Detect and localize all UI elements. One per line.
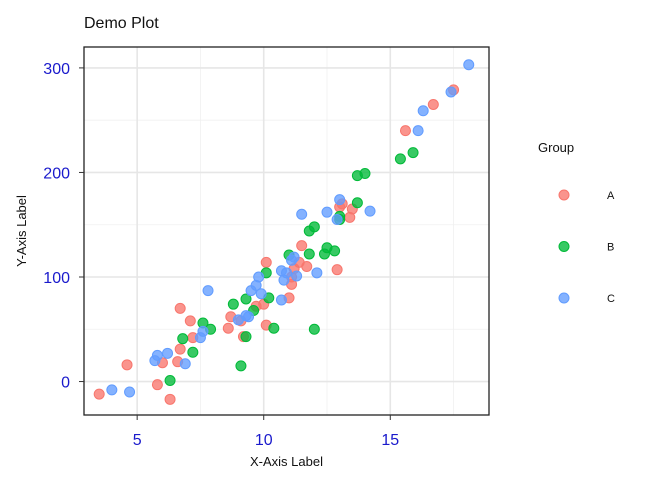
data-point-b <box>308 221 320 233</box>
data-point-c <box>202 285 214 297</box>
data-point-b <box>407 147 419 159</box>
x-tick-label: 10 <box>255 432 273 449</box>
y-axis-title: Y-Axis Label <box>14 195 29 267</box>
data-point-a <box>164 393 176 405</box>
data-point-a <box>174 302 186 314</box>
data-point-c <box>124 386 136 398</box>
data-point-c <box>243 311 255 323</box>
data-point-a <box>121 359 133 371</box>
data-point-c <box>179 358 191 370</box>
data-point-c <box>417 105 429 117</box>
data-point-c <box>281 267 292 279</box>
data-point-a <box>151 379 163 391</box>
legend-label-b: B <box>607 242 614 254</box>
legend-title: Group <box>538 140 574 155</box>
data-point-a <box>174 343 186 355</box>
data-point-c <box>311 267 323 279</box>
y-tick-label: 200 <box>43 165 70 182</box>
data-point-b <box>240 293 252 305</box>
legend-key-a <box>558 189 570 201</box>
data-point-c <box>331 214 343 225</box>
grid-lines <box>84 47 489 415</box>
data-point-c <box>445 86 457 98</box>
data-point-c <box>255 288 267 300</box>
data-point-b <box>268 322 280 334</box>
data-point-b <box>235 360 247 372</box>
data-point-b <box>351 197 363 209</box>
data-point-b <box>329 245 341 257</box>
legend-key-b <box>558 241 570 252</box>
data-point-c <box>296 208 308 220</box>
data-point-b <box>227 298 239 310</box>
data-point-c <box>288 251 300 263</box>
data-point-c <box>291 270 303 282</box>
data-points <box>93 59 475 405</box>
data-point-b <box>359 168 371 179</box>
legend-label-a: A <box>607 190 615 202</box>
y-tick-label: 0 <box>61 375 70 392</box>
data-point-a <box>301 261 313 273</box>
data-point-b <box>308 323 320 335</box>
data-point-c <box>162 347 174 359</box>
data-point-b <box>187 346 199 358</box>
x-tick-label: 15 <box>381 432 399 449</box>
data-point-c <box>197 325 209 337</box>
data-point-a <box>296 240 308 252</box>
data-point-c <box>334 194 346 206</box>
chart-title: Demo Plot <box>84 15 159 32</box>
data-point-b <box>394 153 406 165</box>
y-tick-label: 100 <box>43 270 70 287</box>
data-point-b <box>303 248 315 260</box>
legend-key-c <box>558 292 570 304</box>
data-point-a <box>260 256 272 268</box>
y-tick-label: 300 <box>43 61 70 78</box>
x-tick-label: 5 <box>133 432 142 449</box>
data-point-a <box>184 315 196 327</box>
plot-panel-border <box>83 46 490 416</box>
legend: Group A B C <box>538 140 615 305</box>
data-point-a <box>427 99 439 110</box>
data-point-a <box>222 322 234 334</box>
data-point-c <box>412 125 424 137</box>
data-point-c <box>364 205 376 217</box>
data-point-a <box>399 125 411 137</box>
data-point-c <box>106 384 118 396</box>
axis-ticks: 5 10 15 0 100 200 300 <box>43 61 399 449</box>
data-point-b <box>164 375 176 386</box>
data-point-a <box>331 264 343 276</box>
data-point-c <box>463 59 475 71</box>
data-point-c <box>275 294 287 306</box>
data-point-c <box>321 206 333 218</box>
data-point-b <box>177 333 189 345</box>
data-point-a <box>93 388 105 400</box>
legend-label-c: C <box>607 293 615 305</box>
data-point-b <box>240 331 252 343</box>
data-point-c <box>253 271 265 283</box>
x-axis-title: X-Axis Label <box>250 454 323 469</box>
data-point-c <box>151 349 163 361</box>
